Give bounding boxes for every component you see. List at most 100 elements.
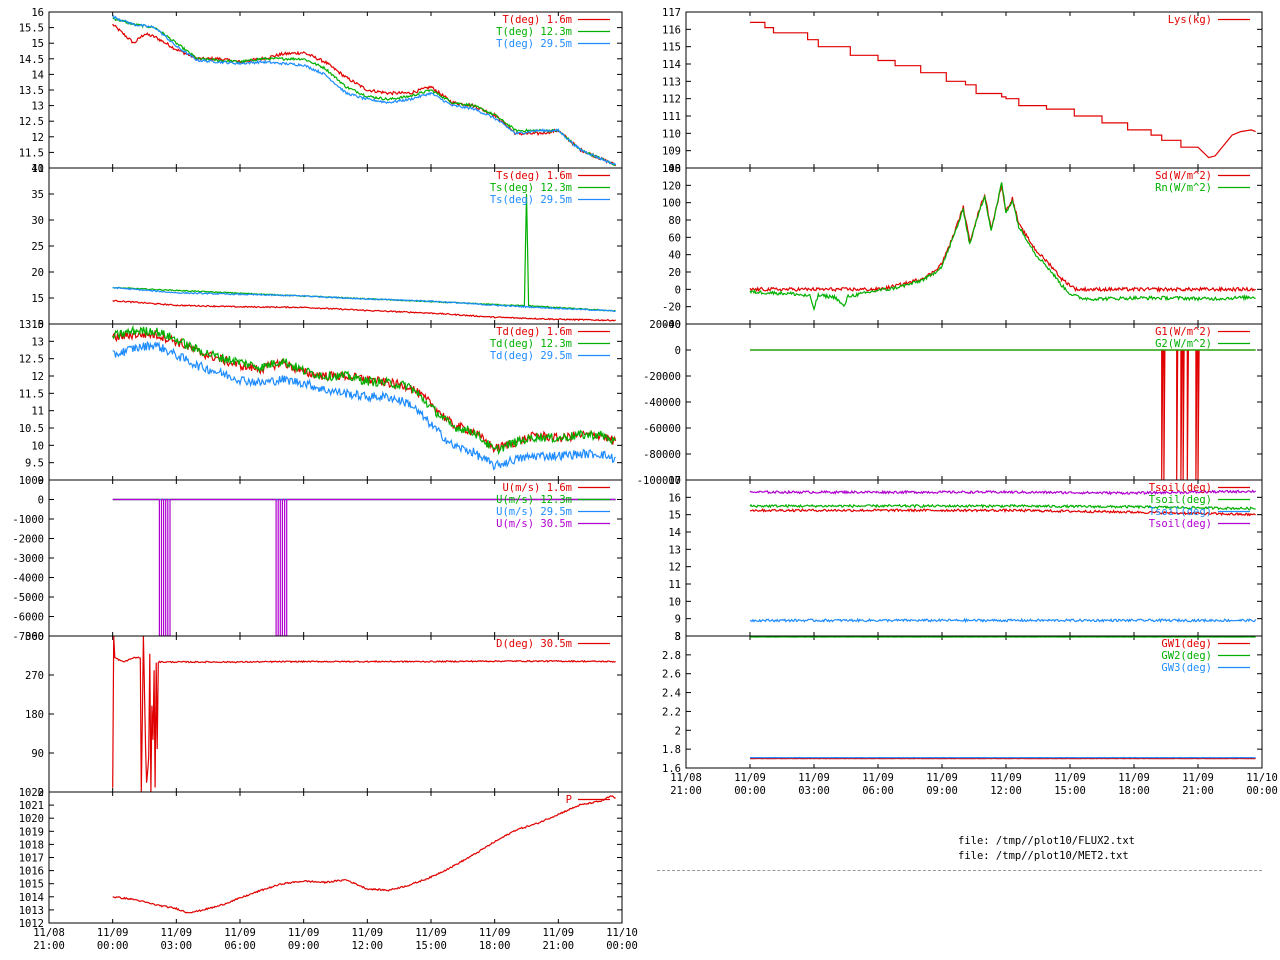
legend-label: Ts(deg) 29.5m (490, 194, 572, 206)
y-tick-label: 11 (31, 406, 44, 418)
panel-frame (48, 635, 623, 793)
legend-label: Lys(kg) (1168, 14, 1212, 26)
y-tick-label: -4000 (12, 573, 44, 585)
panel-frame (685, 11, 1263, 169)
series-line (112, 299, 616, 322)
series-line (112, 795, 616, 914)
series-line (749, 617, 1257, 624)
y-tick-label: -3000 (12, 553, 44, 565)
y-tick-label: -40000 (643, 397, 681, 409)
legend-label: Td(deg) 12.3m (490, 338, 572, 350)
y-tick-label: 14 (668, 527, 681, 539)
y-tick-label: 13 (668, 544, 681, 556)
y-tick-label: 1021 (19, 800, 44, 812)
y-tick-label: 13 (31, 336, 44, 348)
panel-right-g: -100000 -80000 -60000 -40000 -20000 0 20000 G1(… (637, 319, 1263, 487)
legend-label: Tsoil(deg) (1149, 482, 1212, 494)
y-tick-label: 10 (31, 319, 44, 331)
panel-left-td: 9 9.5 10 10.5 11 11.5 12 12.5 13 13.5 Td(deg) 1.6m… (19, 319, 623, 487)
x-tick-label-right: 00:00 (734, 785, 766, 797)
y-tick-label: 15.5 (19, 23, 44, 35)
x-tick-label-left: 11/08 (33, 927, 65, 939)
panel-right-gw: 1.6 1.8 2 2.2 2.4 2.6 2.8 3 GW1(deg)GW2(deg)GW3(… (662, 631, 1263, 775)
x-tick-label-left: 18:00 (479, 940, 511, 952)
y-tick-label: 2.2 (662, 706, 681, 718)
legend-label: U(m/s) 29.5m (496, 506, 572, 518)
y-tick-label: 14.5 (19, 54, 44, 66)
x-tick-label-right: 21:00 (1182, 785, 1214, 797)
y-tick-label: 2.8 (662, 650, 681, 662)
series-line (112, 636, 616, 792)
legend-label: T(deg) 12.3m (496, 26, 572, 38)
y-tick-label: 12 (31, 371, 44, 383)
file-path-flux: file: /tmp//plot10/FLUX2.txt (958, 835, 1136, 847)
legend-label: Tsoil(deg) (1149, 518, 1212, 530)
y-tick-label: 9.5 (25, 458, 44, 470)
y-tick-label: 1019 (19, 826, 44, 838)
y-tick-label: -1000 (12, 514, 44, 526)
y-tick-label: 3 (675, 631, 681, 643)
series-line (750, 21, 1256, 159)
series-line (750, 349, 1256, 480)
y-tick-label: 2.6 (662, 669, 681, 681)
panel-left-u: -7000 -6000 -5000 -4000 -3000 -2000 -1000 0 1000… (12, 475, 623, 643)
y-tick-label: 117 (662, 7, 681, 19)
y-tick-label: 25 (31, 241, 44, 253)
y-tick-label: 11.5 (19, 147, 44, 159)
legend-label: Td(deg) 29.5m (490, 350, 572, 362)
x-tick-label-left: 15:00 (415, 940, 447, 952)
x-tick-label-right: 11/08 (670, 772, 702, 784)
series-group (112, 498, 616, 636)
y-tick-label: 113 (662, 76, 681, 88)
series-line (112, 498, 616, 636)
legend-label: P (566, 794, 572, 806)
y-tick-label: 112 (662, 94, 681, 106)
y-tick-label: 60 (668, 232, 681, 244)
x-tick-label-left: 00:00 (97, 940, 129, 952)
x-tick-label-right: 21:00 (670, 785, 702, 797)
y-tick-label: -7000 (12, 631, 44, 643)
panel-right-tsoil: 891011121314151617Tsoil(deg)Tsoil(deg)Ts… (668, 475, 1263, 643)
y-tick-label: 115 (662, 42, 681, 54)
series-group (112, 795, 616, 914)
series-group (749, 182, 1256, 312)
x-tick-label-right: 15:00 (1054, 785, 1086, 797)
y-tick-label: 40 (668, 250, 681, 262)
series-group (749, 489, 1257, 624)
series-line (112, 340, 616, 471)
panel-right-lys: 108 109 110 111 112 113 114 115 116 117 Lys(kg) (662, 7, 1263, 175)
y-tick-label: 12 (31, 132, 44, 144)
x-tick-label-right: 11/09 (1054, 772, 1086, 784)
y-tick-label: 12.5 (19, 116, 44, 128)
y-tick-label: 12.5 (19, 354, 44, 366)
y-tick-label: 13 (31, 101, 44, 113)
series-group (750, 21, 1256, 159)
panel-left-d: 0 90 180 270 360 D(deg) 30.5m (25, 631, 623, 799)
legend-label: Ts(deg) 1.6m (496, 170, 572, 182)
series-group (750, 349, 1256, 480)
y-tick-label: -60000 (643, 423, 681, 435)
y-tick-label: 108 (662, 163, 681, 175)
x-tick-label-right: 11/09 (990, 772, 1022, 784)
y-tick-label: 15 (668, 510, 681, 522)
y-tick-label: 270 (25, 670, 44, 682)
legend-label: U(m/s) 12.3m (496, 494, 572, 506)
x-tick-label-right: 11/09 (926, 772, 958, 784)
y-tick-label: 1015 (19, 879, 44, 891)
x-tick-label-right: 00:00 (1246, 785, 1278, 797)
y-tick-label: -2000 (12, 534, 44, 546)
panel-frame (685, 635, 1263, 769)
y-tick-label: 2.4 (662, 688, 681, 700)
y-tick-label: 15 (31, 293, 44, 305)
y-tick-label: 14 (31, 69, 44, 81)
y-tick-label: 8 (675, 631, 681, 643)
y-tick-label: -20000 (643, 371, 681, 383)
legend-label: G2(W/m^2) (1155, 338, 1212, 350)
y-tick-label: -100000 (637, 475, 681, 487)
y-tick-label: 30 (31, 215, 44, 227)
y-tick-label: 17 (668, 475, 681, 487)
legend-label: GW3(deg) (1161, 662, 1212, 674)
legend-label: U(m/s) 1.6m (502, 482, 572, 494)
legend-label: Sd(W/m^2) (1155, 170, 1212, 182)
y-tick-label: 0 (675, 345, 681, 357)
